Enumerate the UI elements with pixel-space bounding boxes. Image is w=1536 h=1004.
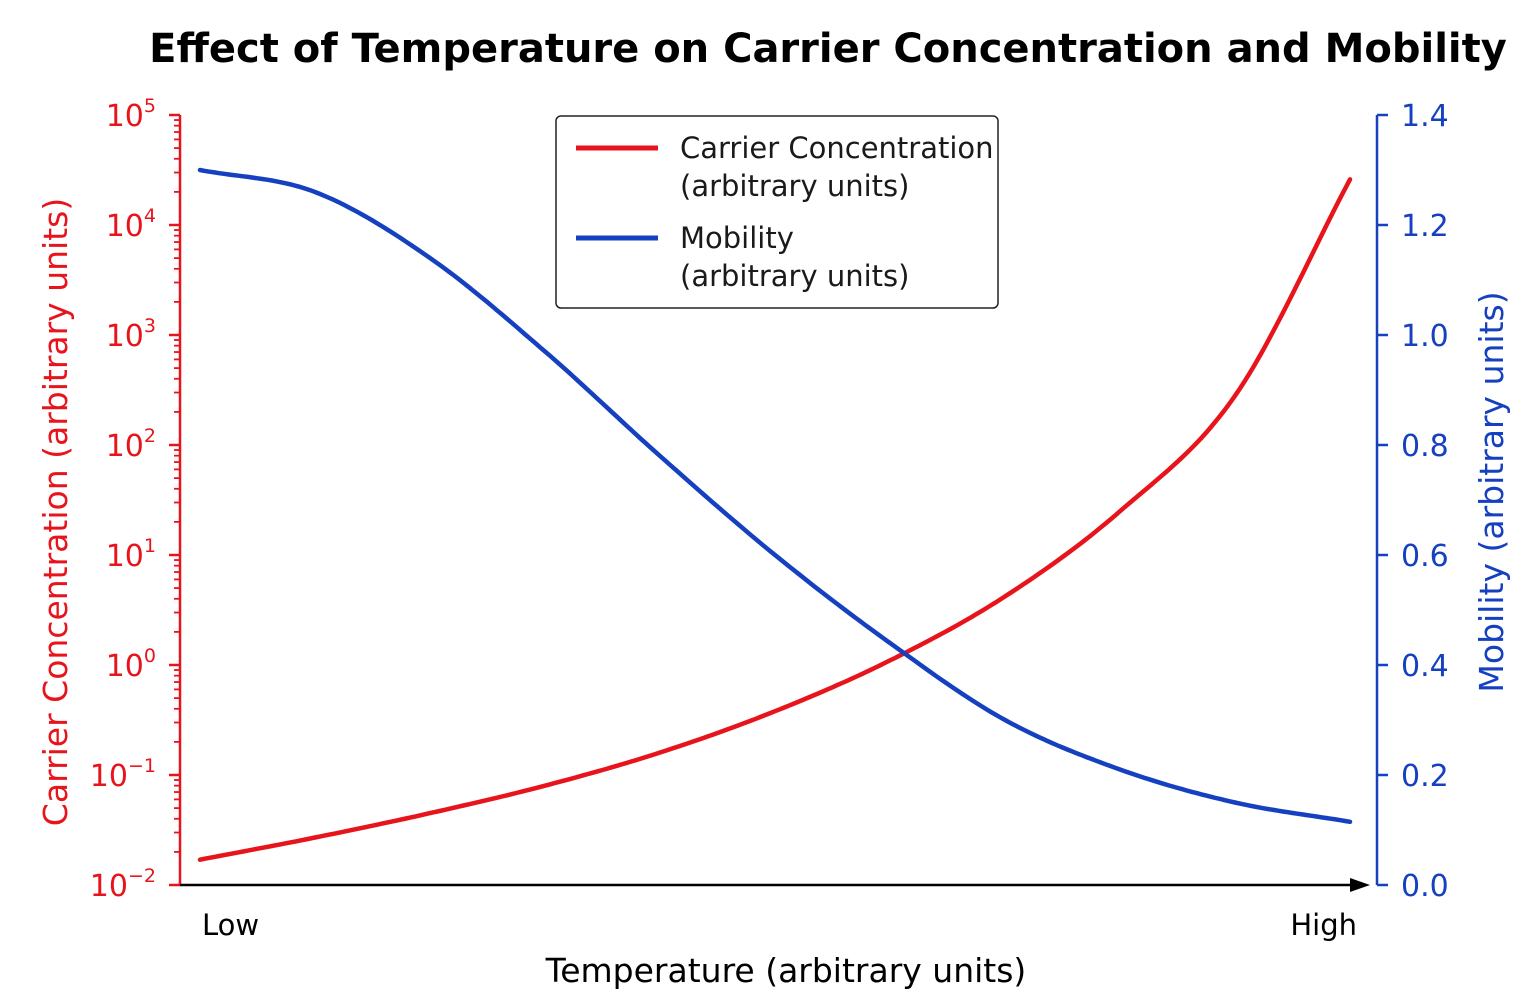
right-tick-label: 1.4 xyxy=(1401,99,1449,134)
chart-title: Effect of Temperature on Carrier Concent… xyxy=(149,26,1507,72)
right-tick-label: 0.8 xyxy=(1401,429,1449,464)
left-axis-title: Carrier Concentration (arbitrary units) xyxy=(36,198,75,826)
left-y-axis: 10−2 10−1 100 101 102 103 104 105 xyxy=(90,95,182,904)
legend-label-carrier-concentration: Carrier Concentration (arbitrary units) xyxy=(680,131,994,203)
right-tick-label: 0.4 xyxy=(1401,649,1449,684)
right-axis-title: Mobility (arbitrary units) xyxy=(1472,291,1511,692)
left-tick-label: 104 xyxy=(106,205,156,244)
right-y-axis: 0.0 0.2 0.4 0.6 0.8 1.0 1.2 1.4 xyxy=(1375,99,1449,904)
series-line-carrier-concentration xyxy=(197,177,1353,862)
right-tick-label: 1.2 xyxy=(1401,209,1449,244)
left-tick-label: 101 xyxy=(106,535,156,574)
right-tick-label: 0.2 xyxy=(1401,759,1449,794)
right-tick-label: 1.0 xyxy=(1401,319,1449,354)
left-tick-label: 102 xyxy=(106,425,156,464)
x-axis: Low High xyxy=(180,878,1370,942)
left-tick-label: 10−2 xyxy=(90,865,156,904)
legend-frame xyxy=(555,115,999,309)
right-tick-label: 0.0 xyxy=(1401,869,1449,904)
right-tick-label: 0.6 xyxy=(1401,539,1449,574)
series-layer xyxy=(197,167,1353,862)
left-tick-label: 103 xyxy=(106,315,156,354)
series-line-mobility xyxy=(197,167,1353,825)
legend-label-mobility: Mobility (arbitrary units) xyxy=(680,221,909,293)
legend: Carrier Concentration (arbitrary units) M… xyxy=(555,115,999,309)
x-tick-label-high: High xyxy=(1290,908,1357,942)
x-axis-arrow-icon xyxy=(1350,878,1370,892)
left-tick-label: 100 xyxy=(106,645,156,684)
x-axis-title: Temperature (arbitrary units) xyxy=(545,951,1027,990)
left-tick-label: 10−1 xyxy=(90,755,156,794)
left-tick-label: 105 xyxy=(106,95,156,134)
x-tick-label-low: Low xyxy=(202,908,259,942)
